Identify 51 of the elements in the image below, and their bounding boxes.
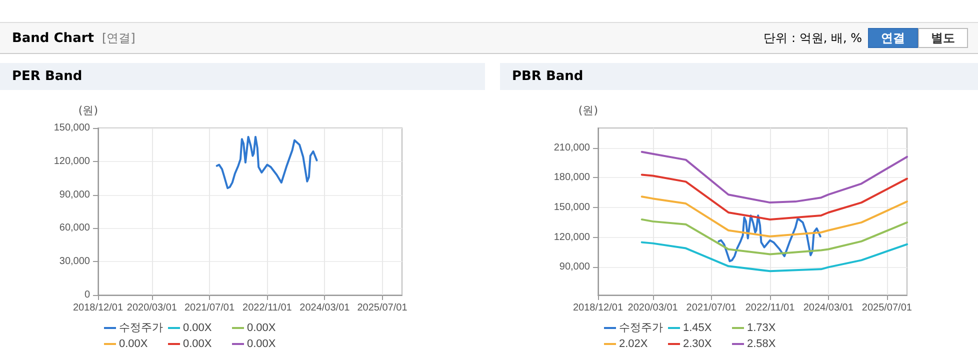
- legend-label: 2.02X: [619, 337, 648, 352]
- x-tick-label: 2022/11/01: [745, 302, 796, 314]
- legend-label: 0.00X: [183, 321, 212, 336]
- x-tick-label: 2025/07/01: [862, 302, 912, 314]
- y-tick-label: 90,000: [59, 189, 90, 200]
- legend-label: 0.00X: [119, 337, 148, 352]
- x-tick-label: 2022/11/01: [242, 302, 292, 314]
- legend-label: 1.73X: [747, 321, 776, 336]
- x-tick-label: 2025/07/01: [357, 302, 408, 314]
- x-tick-label: 2020/03/01: [126, 302, 178, 314]
- chart-title: PER Band: [0, 63, 485, 90]
- line-series: [216, 136, 318, 190]
- x-tick-label: 2021/07/01: [184, 302, 235, 314]
- line-series: [718, 214, 822, 262]
- x-tick-label: 2024/03/01: [300, 302, 350, 314]
- y-tick-label: 210,000: [554, 142, 590, 154]
- y-tick-label: 150,000: [554, 202, 590, 214]
- text: [연결]: [102, 30, 136, 46]
- line-series: [640, 241, 908, 272]
- y-tick-label: 150,000: [54, 122, 90, 134]
- line-series: [640, 196, 908, 238]
- legend-label: 수정주가: [619, 321, 663, 336]
- legend-label: 수정주가: [119, 321, 163, 336]
- y-axis-title: (원): [578, 104, 598, 117]
- text: 별도: [918, 28, 968, 48]
- chart-title: PBR Band: [500, 63, 978, 90]
- legend-label: 0.00X: [247, 321, 276, 336]
- x-tick-label: 2018/12/01: [72, 302, 124, 314]
- legend-label: 1.45X: [683, 321, 712, 336]
- x-tick-label: 2024/03/01: [803, 302, 854, 314]
- legend-label: 2.30X: [683, 337, 712, 352]
- line-series: [640, 218, 908, 256]
- y-tick-label: 120,000: [554, 232, 590, 243]
- legend-label: 0.00X: [183, 337, 212, 352]
- line-series: [640, 174, 908, 220]
- text: Band Chart: [12, 30, 94, 46]
- y-tick-label: 120,000: [54, 156, 90, 167]
- legend-label: 0.00X: [247, 337, 276, 352]
- legend-label: 2.58X: [747, 337, 776, 352]
- x-tick-label: 2018/12/01: [572, 302, 624, 314]
- x-tick-label: 2020/03/01: [628, 302, 678, 314]
- y-tick-label: 60,000: [59, 222, 90, 234]
- y-tick-label: 90,000: [559, 262, 590, 273]
- line-series: [640, 150, 908, 204]
- y-axis-title: (원): [78, 104, 98, 117]
- text: 연결: [868, 28, 918, 48]
- text: 단위 : 억원, 배, %: [764, 30, 862, 46]
- y-tick-label: 0: [84, 290, 90, 300]
- x-tick-label: 2021/07/01: [686, 302, 737, 314]
- y-tick-label: 180,000: [554, 172, 590, 184]
- y-tick-label: 30,000: [59, 256, 90, 268]
